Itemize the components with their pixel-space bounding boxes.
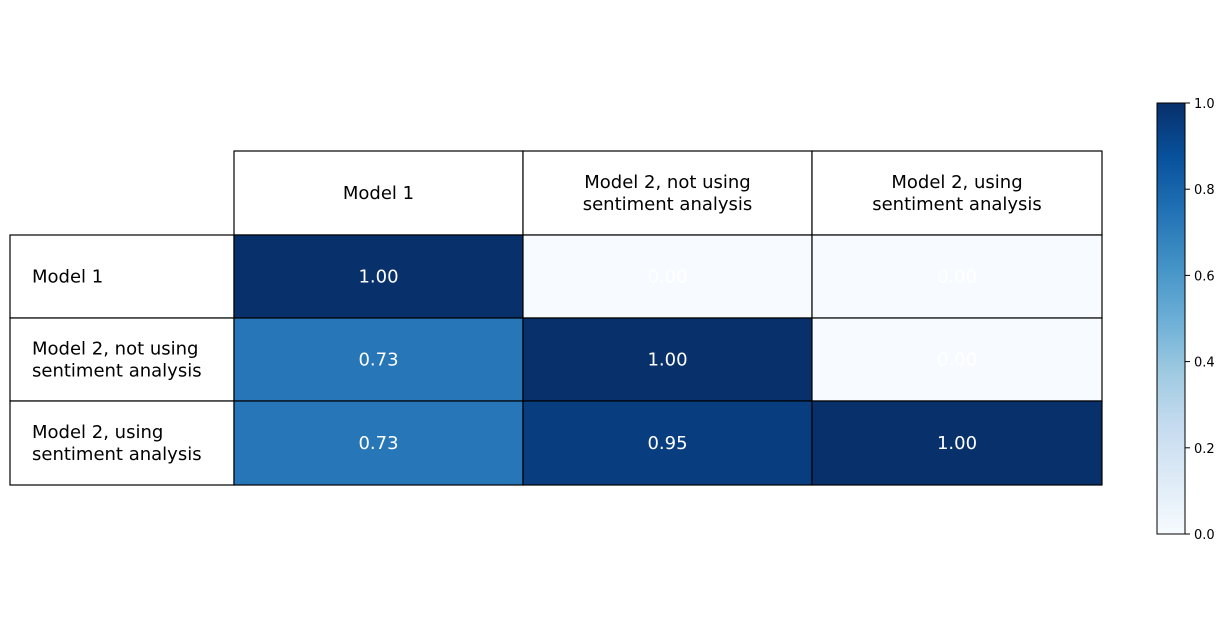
cell-value-label: 0.00 xyxy=(937,267,977,288)
heatmap-cell xyxy=(522,400,813,486)
heatmap-cell xyxy=(522,317,813,402)
colorbar-tick-label: 1.0 xyxy=(1194,97,1215,112)
column-header-label: Model 2, using sentiment analysis xyxy=(872,172,1042,215)
column-header-cell xyxy=(233,150,524,236)
colorbar: 0.0 0.2 0.4 0.6 0.8 1.0 xyxy=(1156,97,1215,543)
row-header-cell xyxy=(9,234,235,319)
cell-value-label: 1.00 xyxy=(937,433,977,454)
column-header-cell xyxy=(522,150,813,236)
heatmap-cells xyxy=(9,150,1103,486)
colorbar-gradient xyxy=(1156,102,1186,535)
column-header-label: Model 1 xyxy=(343,183,414,204)
colorbar-tick-label: 0.0 xyxy=(1194,528,1215,543)
cell-value-label: 1.00 xyxy=(647,350,687,371)
column-header-label: Model 2, not using sentiment analysis xyxy=(583,172,753,215)
colorbar-tick-label: 0.4 xyxy=(1194,356,1215,371)
heatmap-labels: Model 1 Model 2, not using sentiment analy… xyxy=(32,172,1042,465)
cell-value-label: 0.00 xyxy=(647,267,687,288)
heatmap-cell xyxy=(522,234,813,319)
column-header-cell xyxy=(811,150,1103,236)
cell-value-label: 0.73 xyxy=(358,433,398,454)
row-header-label: Model 2, using sentiment analysis xyxy=(32,422,202,465)
heatmap-cell xyxy=(811,317,1103,402)
heatmap-cell xyxy=(233,400,524,486)
colorbar-tick-label: 0.6 xyxy=(1194,269,1215,284)
colorbar-tick-label: 0.2 xyxy=(1194,442,1215,457)
heatmap-cell xyxy=(811,400,1103,486)
heatmap-cell xyxy=(233,234,524,319)
colorbar-tick-label: 0.8 xyxy=(1194,183,1215,198)
cell-value-label: 0.95 xyxy=(647,433,687,454)
row-header-cell xyxy=(9,400,235,486)
cell-value-label: 0.00 xyxy=(937,350,977,371)
cell-value-label: 1.00 xyxy=(358,267,398,288)
cell-value-label: 0.73 xyxy=(358,350,398,371)
row-header-label: Model 1 xyxy=(32,267,103,288)
row-header-label: Model 2, not using sentiment analysis xyxy=(32,339,202,382)
row-header-cell xyxy=(9,317,235,402)
